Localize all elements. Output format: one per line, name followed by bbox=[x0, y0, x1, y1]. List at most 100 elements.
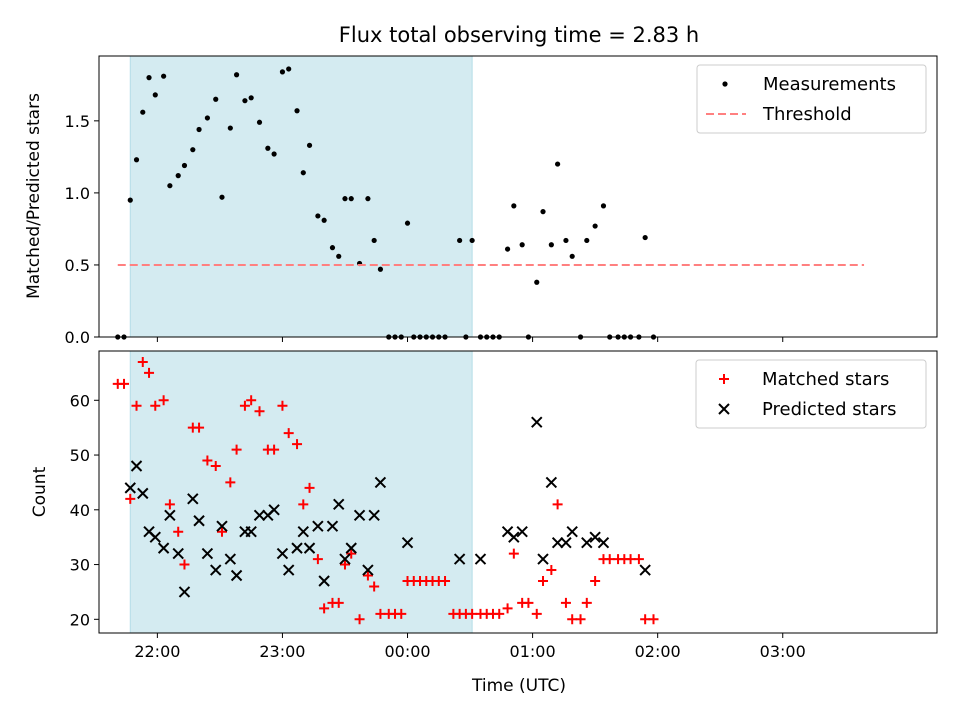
x-tick-label: 02:00 bbox=[635, 642, 681, 661]
x-tick-label: 03:00 bbox=[760, 642, 806, 661]
data-point bbox=[137, 356, 148, 367]
data-point bbox=[225, 477, 236, 488]
data-point bbox=[194, 422, 205, 433]
y-tick-label: 20 bbox=[70, 610, 90, 629]
data-point bbox=[377, 266, 384, 272]
data-point bbox=[304, 482, 315, 493]
legend: Measurements Threshold bbox=[696, 64, 927, 134]
data-point bbox=[494, 608, 505, 619]
data-point bbox=[534, 279, 540, 285]
data-point bbox=[321, 217, 327, 223]
data-point bbox=[531, 608, 542, 619]
data-point bbox=[584, 237, 590, 244]
y-tick-label: 1.5 bbox=[65, 112, 90, 131]
data-point bbox=[368, 509, 380, 521]
data-point bbox=[453, 553, 466, 565]
data-point bbox=[329, 245, 336, 251]
data-point bbox=[371, 237, 377, 244]
data-point bbox=[353, 509, 366, 521]
plot-frame bbox=[98, 350, 938, 634]
data-point bbox=[597, 536, 610, 549]
legend-box bbox=[695, 359, 927, 429]
data-point bbox=[566, 525, 578, 538]
legend-label: Matched stars bbox=[762, 369, 889, 390]
legend-label: Predicted stars bbox=[762, 399, 896, 420]
data-point bbox=[333, 498, 345, 511]
data-point bbox=[604, 554, 615, 565]
data-point bbox=[269, 444, 280, 455]
data-point bbox=[152, 92, 158, 98]
data-point bbox=[467, 608, 478, 619]
data-point bbox=[303, 542, 316, 554]
data-point bbox=[210, 564, 222, 576]
data-point bbox=[231, 444, 242, 455]
data-point bbox=[265, 145, 271, 151]
data-point bbox=[256, 119, 263, 125]
x-tick-label: 00:00 bbox=[384, 642, 430, 661]
top-panel: 0.0 0.5 1.0 1.5 Measurements Threshold bbox=[65, 55, 938, 347]
data-point bbox=[298, 499, 309, 510]
data-point bbox=[348, 196, 354, 202]
data-point bbox=[246, 395, 257, 406]
data-point bbox=[511, 203, 517, 209]
data-point bbox=[202, 455, 213, 466]
data-point bbox=[552, 499, 563, 510]
data-point bbox=[315, 213, 321, 219]
data-point bbox=[639, 564, 651, 576]
data-point bbox=[546, 565, 557, 576]
data-point bbox=[404, 220, 411, 226]
data-point bbox=[648, 614, 659, 625]
data-point bbox=[282, 564, 295, 576]
data-point bbox=[146, 75, 152, 81]
data-point bbox=[333, 597, 344, 608]
top-y-axis-label: Matched/Predicted stars bbox=[24, 93, 44, 299]
data-point bbox=[365, 196, 371, 202]
data-point bbox=[219, 194, 225, 200]
bottom-panel: 20 30 40 50 60 22:00 23:00 00:00 01:00 02:00 03:00… bbox=[70, 350, 938, 661]
data-point bbox=[175, 173, 181, 179]
data-point bbox=[537, 553, 549, 565]
y-tick-label: 30 bbox=[70, 556, 90, 575]
data-point bbox=[551, 536, 564, 549]
legend-label: Threshold bbox=[762, 104, 852, 125]
data-point bbox=[173, 526, 184, 537]
data-point bbox=[625, 554, 636, 565]
data-point bbox=[196, 126, 202, 133]
data-point bbox=[158, 395, 169, 406]
data-point bbox=[457, 237, 463, 244]
data-point bbox=[540, 209, 546, 215]
data-point bbox=[581, 597, 592, 608]
data-point bbox=[193, 515, 205, 527]
data-point bbox=[164, 509, 176, 521]
data-point bbox=[253, 509, 266, 521]
x-axis-label: Time (UTC) bbox=[471, 676, 566, 696]
data-point bbox=[581, 536, 593, 549]
data-point bbox=[164, 499, 175, 510]
data-point bbox=[362, 570, 373, 581]
data-point bbox=[224, 553, 237, 565]
data-point bbox=[504, 246, 511, 252]
data-point bbox=[248, 95, 254, 101]
x-tick-label: 01:00 bbox=[510, 642, 556, 661]
data-point bbox=[516, 525, 528, 538]
legend-marker bbox=[718, 403, 730, 415]
data-point bbox=[201, 547, 214, 560]
data-point bbox=[640, 614, 651, 625]
y-tick-label: 1.0 bbox=[65, 184, 90, 203]
data-point bbox=[312, 554, 323, 565]
data-point bbox=[179, 559, 190, 570]
data-point bbox=[181, 162, 188, 169]
data-point bbox=[254, 406, 265, 417]
data-point bbox=[268, 504, 280, 516]
data-point bbox=[277, 400, 288, 411]
data-point bbox=[469, 237, 475, 244]
data-point bbox=[592, 223, 598, 229]
data-point bbox=[233, 72, 240, 78]
data-point bbox=[563, 237, 569, 244]
data-point bbox=[336, 253, 342, 259]
data-point bbox=[567, 614, 578, 625]
data-point bbox=[300, 170, 306, 176]
y-tick-label: 50 bbox=[70, 446, 90, 465]
data-point bbox=[375, 608, 386, 619]
